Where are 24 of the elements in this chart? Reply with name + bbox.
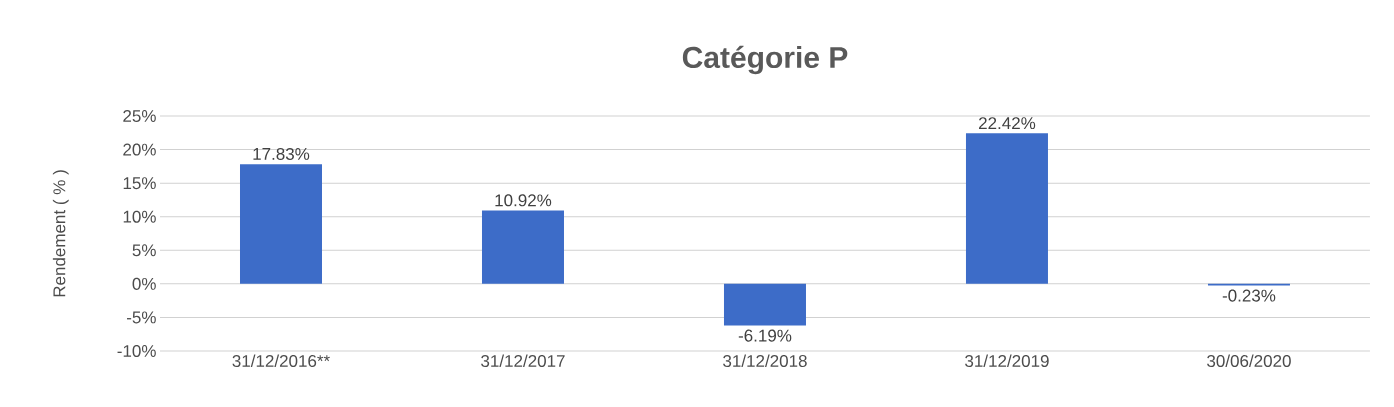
bar <box>723 283 806 326</box>
y-tick-label: 15% <box>123 177 156 190</box>
y-tick-label: 5% <box>132 244 156 257</box>
y-tick-label: -10% <box>117 344 156 358</box>
bar <box>481 210 564 284</box>
data-label: 22.42% <box>979 117 1036 130</box>
x-tick-label: 31/12/2017 <box>481 354 565 368</box>
y-tick-label: 0% <box>132 277 156 290</box>
bar <box>240 164 322 284</box>
data-label: -0.23% <box>1222 289 1276 302</box>
data-label: -6.19% <box>738 329 792 342</box>
y-axis-title: Rendement ( % ) <box>52 170 69 297</box>
data-label: 10.92% <box>495 194 552 207</box>
x-tick-label: 31/12/2018 <box>723 354 807 368</box>
chart-title: Catégorie P <box>682 45 848 75</box>
y-tick-label: 25% <box>123 109 156 123</box>
bar <box>965 133 1048 284</box>
x-tick-label: 31/12/2016** <box>232 354 330 368</box>
data-label: 17.83% <box>253 147 310 160</box>
y-tick-label: 10% <box>123 210 156 223</box>
x-tick-label: 31/12/2019 <box>965 354 1049 368</box>
y-tick-label: 20% <box>123 143 156 156</box>
y-tick-label: -5% <box>126 311 156 324</box>
x-tick-label: 30/06/2020 <box>1207 354 1291 368</box>
